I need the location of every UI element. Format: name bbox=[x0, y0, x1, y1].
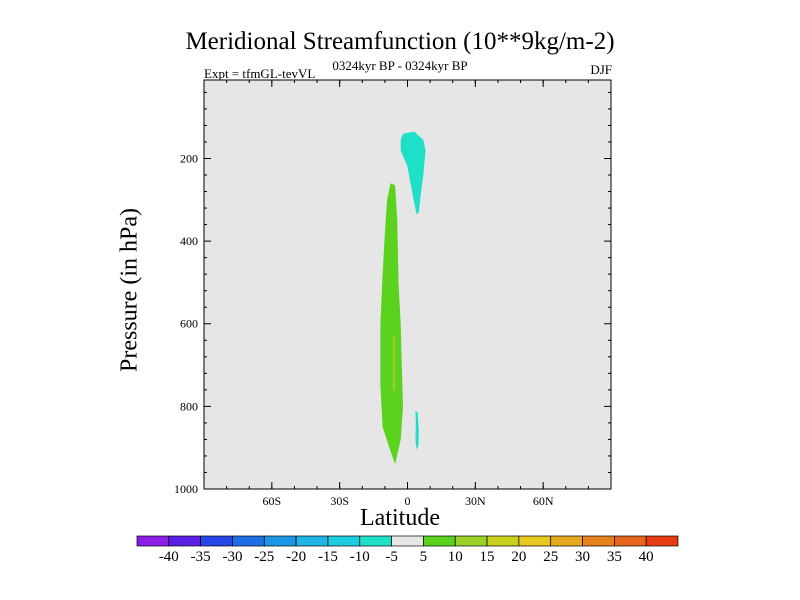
x-tick-label: 30S bbox=[330, 494, 349, 508]
colorbar-label: 5 bbox=[420, 549, 428, 565]
colorbar-label: 15 bbox=[480, 549, 495, 565]
colorbar-swatch bbox=[423, 535, 456, 547]
colorbar-label: -35 bbox=[191, 549, 211, 565]
y-tick-label: 200 bbox=[180, 151, 198, 165]
colorbar-swatch bbox=[168, 535, 201, 547]
season-label: DJF bbox=[590, 62, 612, 77]
colorbar-label: -40 bbox=[159, 549, 179, 565]
colorbar-swatch bbox=[295, 535, 329, 547]
y-tick-label: 400 bbox=[180, 234, 198, 248]
x-axis-label: Latitude bbox=[360, 505, 440, 531]
colorbar-swatch bbox=[550, 535, 583, 547]
colorbar-swatch bbox=[486, 535, 520, 547]
x-tick-label: 30N bbox=[465, 494, 486, 508]
y-tick-label: 800 bbox=[180, 399, 198, 413]
colorbar-swatch bbox=[645, 535, 679, 547]
contour-region-3 bbox=[380, 183, 403, 465]
colorbar-label: 25 bbox=[543, 549, 558, 565]
x-tick-label: 60N bbox=[533, 494, 554, 508]
contour-region-1 bbox=[400, 131, 426, 215]
colorbar-swatch bbox=[327, 535, 361, 547]
colorbar-label: -25 bbox=[254, 549, 274, 565]
colorbar-label: 30 bbox=[575, 549, 590, 565]
colorbar-swatch bbox=[582, 535, 615, 547]
colorbar-swatch bbox=[518, 535, 552, 547]
colorbar-label: -20 bbox=[286, 549, 306, 565]
x-tick-label: 0 bbox=[405, 494, 411, 508]
colorbar-label: 10 bbox=[448, 549, 463, 565]
colorbar-swatch bbox=[391, 535, 424, 547]
colorbar-swatch bbox=[454, 535, 488, 547]
colorbar-swatch bbox=[359, 535, 392, 547]
colorbar: -40 -35 -30 -25 -20 -15 -10 -5 5 10 15 20 25 30 35 40 bbox=[136, 535, 679, 565]
y-tick-label: 600 bbox=[180, 317, 198, 331]
colorbar-swatch bbox=[614, 535, 647, 547]
contour-region-4 bbox=[392, 334, 396, 392]
colorbar-label: 20 bbox=[511, 549, 526, 565]
colorbar-swatch bbox=[136, 535, 170, 547]
colorbar-swatch bbox=[263, 535, 297, 547]
contour-region-2 bbox=[415, 410, 419, 450]
colorbar-swatch bbox=[232, 535, 265, 547]
chart-title: Meridional Streamfunction (10**9kg/m-2) bbox=[185, 28, 615, 55]
colorbar-label: 35 bbox=[607, 549, 622, 565]
colorbar-label: -10 bbox=[350, 549, 370, 565]
colorbar-swatch bbox=[200, 535, 233, 547]
colorbar-label: -30 bbox=[222, 549, 242, 565]
period-label: 0324kyr BP - 0324kyr BP bbox=[332, 58, 468, 73]
contour-regions bbox=[380, 131, 426, 465]
experiment-label: Expt = tfmGL-tevVL bbox=[204, 66, 316, 81]
colorbar-label: 40 bbox=[639, 549, 654, 565]
colorbar-label: -5 bbox=[385, 549, 398, 565]
colorbar-label: -15 bbox=[318, 549, 338, 565]
axes: 60S 30S 0 30N 60N 200 400 600 800 1000 bbox=[174, 80, 611, 508]
x-tick-label: 60S bbox=[262, 494, 281, 508]
y-tick-label: 1000 bbox=[174, 482, 198, 496]
